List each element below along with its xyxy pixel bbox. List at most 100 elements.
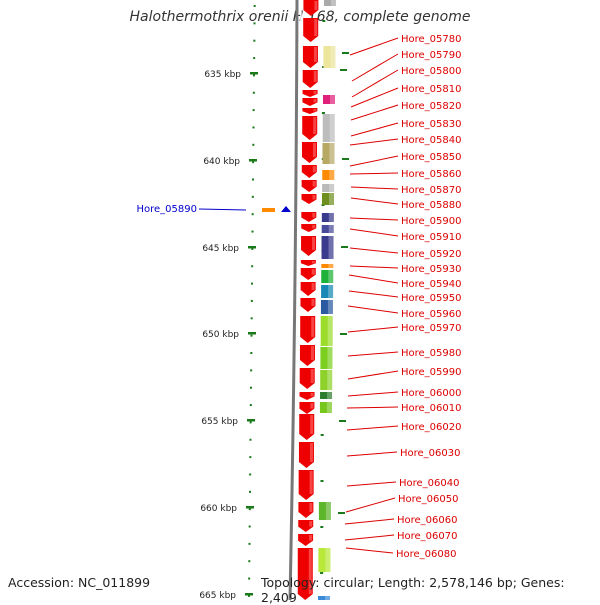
gene-track [295, 0, 319, 600]
gene-label[interactable]: Hore_06070 [397, 531, 458, 542]
ruler-minor-tick [248, 542, 251, 545]
gene-arrow-shade [312, 213, 316, 218]
feature-block [318, 548, 331, 572]
ruler-minor-tick [252, 91, 255, 94]
gene-label[interactable]: Hore_05980 [401, 348, 462, 359]
ruler-minor-tick [248, 508, 251, 511]
ruler-major-tick [248, 332, 256, 335]
gene-arrow-shade [312, 225, 316, 229]
feature-block [320, 316, 333, 346]
label-leader-line [346, 481, 397, 487]
ruler-minor-tick [252, 143, 255, 146]
gene-label[interactable]: Hore_06050 [398, 494, 459, 505]
gene-arrow-shade [308, 549, 312, 594]
label-leader-line [344, 518, 395, 525]
feature-block [318, 502, 331, 520]
gene-label[interactable]: Hore_06060 [397, 515, 458, 526]
gene-label[interactable]: Hore_05870 [401, 185, 462, 196]
ruler-minor-tick [250, 334, 253, 337]
gene-label[interactable]: Hore_06040 [399, 478, 460, 489]
feature-block [321, 270, 334, 283]
map-title: Halothermothrix orenii H 168, complete g… [129, 9, 471, 25]
track-separator [295, 0, 302, 600]
ruler-minor-tick [249, 386, 252, 389]
label-leader-line [349, 247, 399, 254]
ruler-minor-tick [252, 161, 255, 164]
ruler-minor-tick [249, 473, 252, 476]
track-major-tick [342, 52, 349, 54]
ruler-minor-tick [252, 109, 255, 112]
highlighted-gene-feature [262, 208, 275, 212]
feature-block [321, 213, 334, 222]
label-leader-line [349, 155, 399, 167]
label-leader-line [349, 172, 399, 175]
ruler-minor-tick [253, 57, 256, 60]
backbone-line [288, 0, 299, 600]
gene-label[interactable]: Hore_06080 [396, 549, 457, 560]
label-leader-line [349, 265, 399, 269]
highlighted-gene-leader [198, 208, 247, 211]
gene-arrow-shade [313, 47, 317, 62]
gene-label[interactable]: Hore_05800 [401, 66, 462, 77]
label-leader-line [350, 87, 399, 108]
feature-block [322, 193, 335, 205]
ruler-minor-tick [252, 74, 255, 77]
gene-arrow-shade [310, 369, 314, 383]
gene-arrow-shade [309, 535, 313, 541]
gene-arrow-shade [313, 71, 317, 82]
feature-block [321, 264, 334, 268]
label-leader-line [348, 290, 399, 298]
gene-label[interactable]: Hore_05810 [401, 84, 462, 95]
gene-label[interactable]: Hore_05960 [401, 309, 462, 320]
feature-block [323, 95, 336, 104]
label-leader-line [347, 351, 399, 357]
feature-block [321, 236, 334, 259]
gene-label[interactable]: Hore_06030 [400, 448, 461, 459]
gene-label[interactable]: Hore_05940 [401, 279, 462, 290]
feature-block [320, 370, 333, 390]
gene-arrow-shade [309, 503, 313, 512]
highlighted-gene-label[interactable]: Hore_05890 [137, 204, 198, 215]
ruler-minor-tick [248, 525, 251, 528]
feature-block [322, 170, 335, 180]
ruler-minor-tick [250, 317, 253, 320]
gene-label[interactable]: Hore_05990 [401, 367, 462, 378]
label-leader-line [347, 305, 399, 314]
label-leader-line [349, 37, 399, 56]
gene-label[interactable]: Hore_05900 [401, 216, 462, 227]
gene-label[interactable]: Hore_06000 [401, 388, 462, 399]
track-major-tick [339, 420, 346, 422]
gene-arrow-shade [310, 415, 314, 434]
gene-label[interactable]: Hore_05820 [401, 101, 462, 112]
ruler-minor-tick [253, 5, 256, 7]
ruler-minor-tick [251, 178, 254, 181]
ruler-minor-tick [248, 577, 251, 580]
gene-label[interactable]: Hore_05780 [401, 34, 462, 45]
gene-arrow-shade [311, 283, 315, 290]
ruler-major-tick [249, 159, 257, 162]
ruler-minor-tick [250, 369, 253, 372]
gene-label[interactable]: Hore_05850 [401, 152, 462, 163]
gene-label[interactable]: Hore_05920 [401, 249, 462, 260]
track-tick [320, 480, 324, 482]
gene-label[interactable]: Hore_05970 [401, 323, 462, 334]
gene-label[interactable]: Hore_05880 [401, 200, 462, 211]
gene-label[interactable]: Hore_05840 [401, 135, 462, 146]
gene-label[interactable]: Hore_05790 [401, 50, 462, 61]
gene-label[interactable]: Hore_05950 [401, 293, 462, 304]
gene-label[interactable]: Hore_05860 [401, 169, 462, 180]
gene-label[interactable]: Hore_05910 [401, 232, 462, 243]
ruler-minor-tick [251, 195, 254, 198]
label-leader-line [350, 104, 399, 121]
label-leader-line [346, 425, 399, 431]
gene-label[interactable]: Hore_05930 [401, 264, 462, 275]
label-leader-line [344, 534, 395, 541]
ruler-minor-tick [249, 438, 252, 441]
ruler-major-tick [248, 246, 256, 249]
gene-label[interactable]: Hore_05830 [401, 119, 462, 130]
ruler-minor-tick [247, 594, 250, 597]
label-leader-line [346, 451, 398, 457]
gene-label[interactable]: Hore_06010 [401, 403, 462, 414]
gene-label[interactable]: Hore_06020 [401, 422, 462, 433]
label-leader-line [347, 326, 399, 333]
